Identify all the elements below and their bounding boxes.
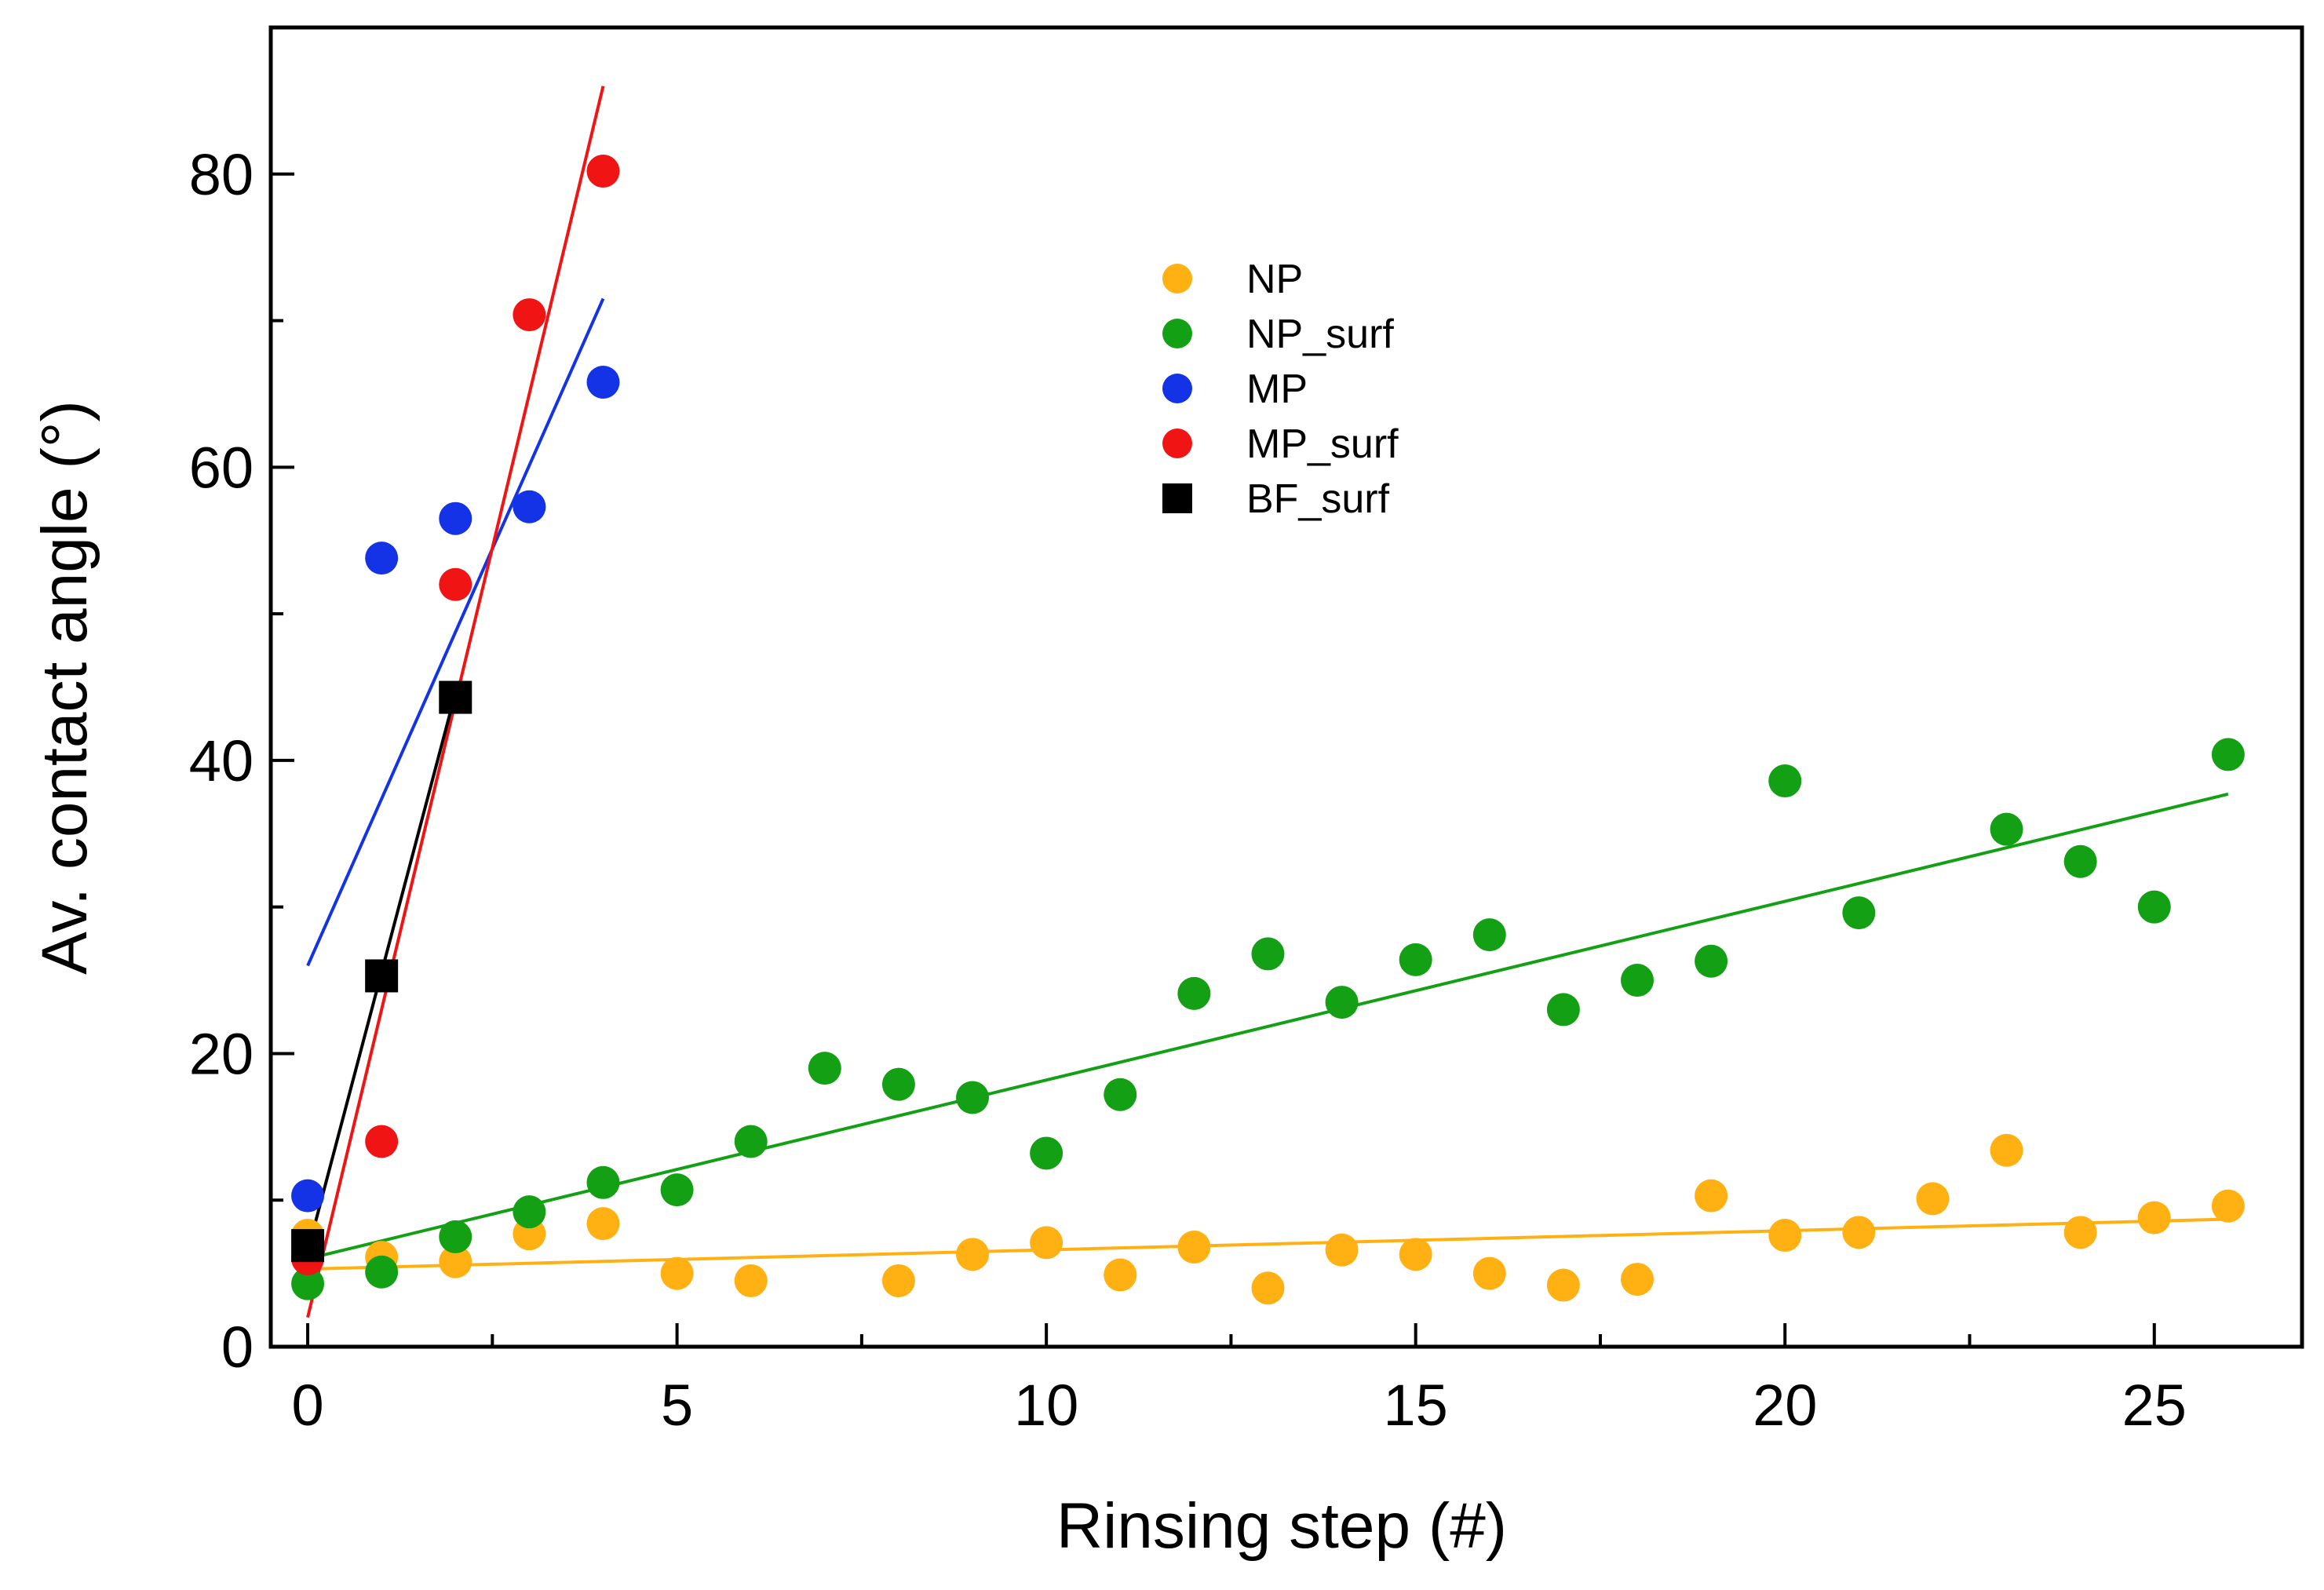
point-np-surf	[291, 1267, 325, 1300]
point-bf-surf	[439, 680, 472, 714]
points-layer	[291, 155, 2245, 1305]
legend-marker-mp-surf	[1162, 428, 1192, 458]
fit-line-np-surf	[307, 792, 2229, 1260]
point-mp-surf	[586, 155, 620, 188]
point-np	[1695, 1179, 1728, 1213]
point-np	[2063, 1216, 2097, 1249]
legend-marker-np	[1162, 264, 1192, 294]
point-np-surf	[1251, 937, 1285, 971]
plot-frame	[268, 25, 2304, 1349]
point-np-surf	[1990, 812, 2023, 846]
y-tick-label: 20	[189, 1021, 254, 1086]
point-np-surf	[439, 1220, 472, 1253]
point-np	[439, 1245, 472, 1278]
point-np	[1325, 1233, 1359, 1267]
point-np	[1177, 1230, 1211, 1264]
point-mp	[513, 490, 546, 523]
y-tick-label: 0	[221, 1315, 254, 1380]
point-np	[1546, 1268, 1580, 1302]
point-mp	[586, 366, 620, 399]
legend-marker-bf-surf	[1162, 483, 1192, 513]
point-np-surf	[1695, 944, 1728, 978]
point-np-surf	[2211, 738, 2245, 771]
point-np-surf	[1768, 764, 1802, 798]
point-np-surf	[1399, 943, 1432, 976]
point-np-surf	[956, 1081, 990, 1114]
legend-label-mp-surf: MP_surf	[1246, 421, 1399, 467]
legend-marker-mp	[1162, 374, 1192, 403]
point-np-surf	[365, 1255, 399, 1289]
legend-label-np-surf: NP_surf	[1246, 312, 1394, 357]
point-mp	[439, 501, 472, 535]
point-mp-surf	[513, 298, 546, 332]
point-np	[2137, 1201, 2171, 1234]
point-np	[1030, 1226, 1063, 1260]
point-np	[2211, 1189, 2245, 1223]
point-np	[586, 1207, 620, 1241]
y-tick-labels: 0 20 40 60 80	[189, 142, 254, 1380]
point-np-surf	[1030, 1136, 1063, 1170]
point-np-surf	[1472, 918, 1506, 952]
fit-line-mp	[306, 297, 605, 967]
point-np-surf	[513, 1195, 546, 1229]
point-np	[660, 1256, 694, 1290]
x-axis-title: Rinsing step (#)	[1056, 1490, 1507, 1562]
legend-label-np: NP	[1246, 257, 1303, 302]
point-np	[1621, 1263, 1655, 1296]
point-np-surf	[660, 1173, 694, 1207]
x-tick-label: 15	[1384, 1373, 1448, 1438]
x-tick-label: 10	[1014, 1373, 1078, 1438]
point-np-surf	[1177, 976, 1211, 1010]
y-tick-label: 60	[189, 435, 254, 500]
point-np-surf	[586, 1165, 620, 1199]
point-np	[956, 1238, 990, 1271]
point-np	[1768, 1219, 1802, 1253]
point-np-surf	[2063, 844, 2097, 878]
point-mp	[365, 542, 399, 575]
point-np	[1472, 1256, 1506, 1290]
point-bf-surf	[291, 1229, 325, 1263]
x-tick-label: 5	[661, 1373, 693, 1438]
point-np	[1842, 1216, 1876, 1249]
point-mp-surf	[439, 567, 472, 601]
point-mp	[291, 1179, 325, 1213]
x-tick-label: 20	[1753, 1373, 1817, 1438]
x-tick-labels: 0 5 10 15 20 25	[291, 1373, 2186, 1438]
point-np-surf	[808, 1052, 841, 1085]
point-np-surf	[1621, 964, 1655, 997]
point-np	[1251, 1271, 1285, 1305]
point-np-surf	[2137, 890, 2171, 924]
point-np	[1916, 1182, 1950, 1216]
legend-marker-np-surf	[1162, 319, 1192, 348]
x-tick-label: 0	[291, 1373, 323, 1438]
y-tick-label: 40	[189, 728, 254, 793]
point-np-surf	[1842, 896, 1876, 930]
y-tick-label: 80	[189, 142, 254, 207]
point-np-surf	[1104, 1078, 1137, 1111]
point-np-surf	[734, 1125, 768, 1158]
point-bf-surf	[365, 959, 399, 993]
point-np-surf	[1546, 993, 1580, 1027]
y-axis-title: Av. contact angle (°)	[29, 400, 100, 975]
ticks-layer	[271, 172, 2156, 1348]
point-np	[881, 1264, 915, 1297]
point-np	[734, 1264, 768, 1297]
point-np	[1399, 1238, 1432, 1271]
point-np	[1104, 1258, 1137, 1292]
fit-line-np	[308, 1217, 2228, 1271]
point-np-surf	[881, 1067, 915, 1101]
legend-label-bf-surf: BF_surf	[1246, 476, 1390, 522]
x-tick-label: 25	[2122, 1373, 2187, 1438]
point-np	[1990, 1133, 2023, 1167]
legend: NP NP_surf MP MP_surf BF_surf	[1162, 257, 1399, 522]
point-np-surf	[1325, 986, 1359, 1019]
point-mp-surf	[365, 1125, 399, 1158]
legend-label-mp: MP	[1246, 367, 1308, 412]
